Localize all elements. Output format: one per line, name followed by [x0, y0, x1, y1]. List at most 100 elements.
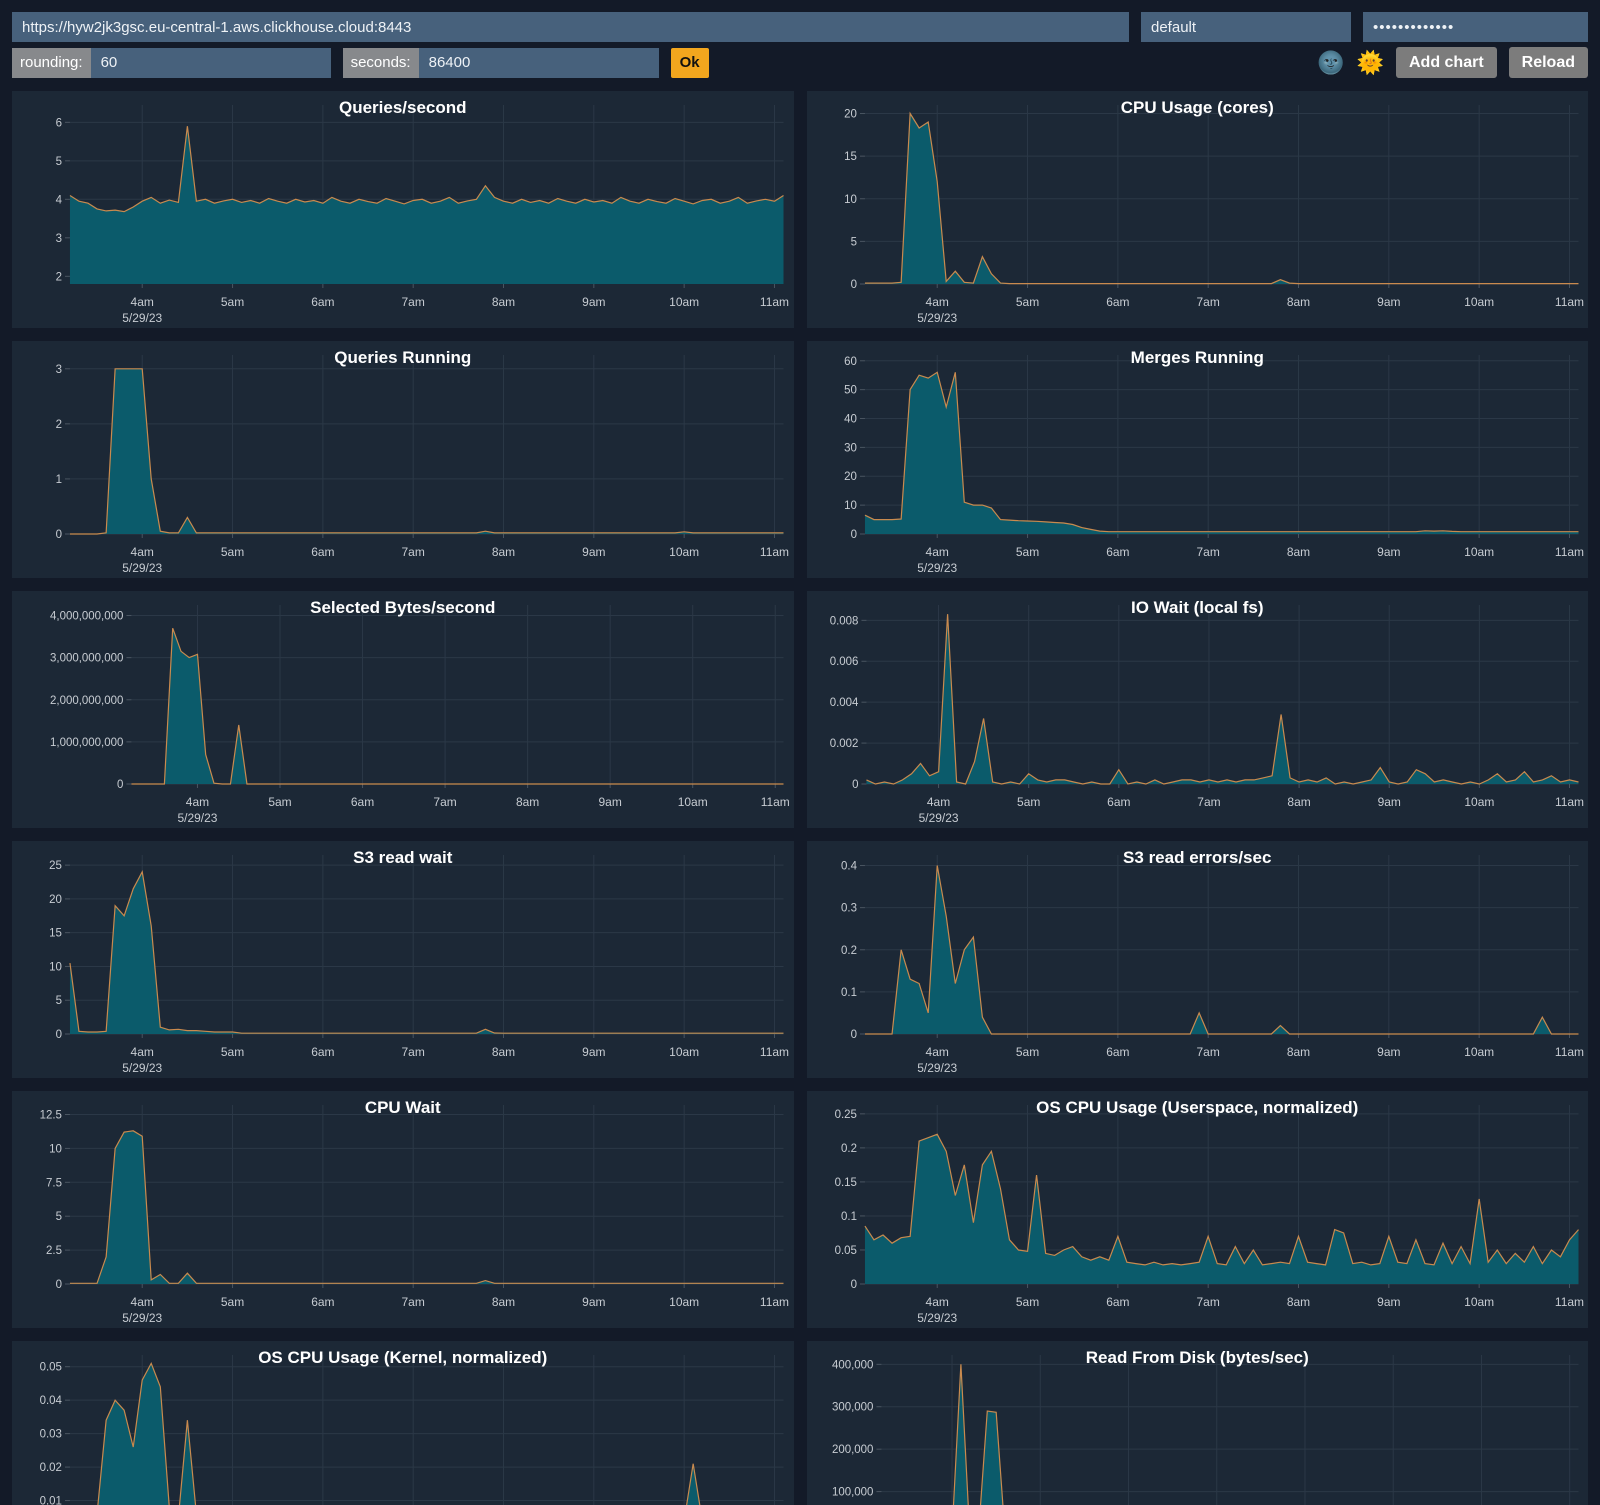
svg-text:11am: 11am — [761, 795, 790, 809]
svg-text:1: 1 — [56, 474, 62, 486]
svg-text:4am: 4am — [925, 545, 948, 559]
svg-text:8am: 8am — [492, 1045, 515, 1059]
chart-canvas[interactable]: 0 5 10 15 20 4am 5/29/23 5am 6am 7am 8am 9am 10am 11a… — [807, 91, 1589, 328]
svg-text:0: 0 — [56, 1279, 62, 1291]
svg-text:8am: 8am — [1286, 295, 1309, 309]
svg-text:5am: 5am — [268, 795, 291, 809]
chart-canvas[interactable]: 0 1,000,000,000 2,000,000,000 3,000,000,000… — [12, 591, 794, 828]
chart-panel: Read From Disk (bytes/sec) 0100,000200,0… — [806, 1341, 1589, 1505]
svg-text:11am: 11am — [1554, 1295, 1583, 1309]
svg-text:8am: 8am — [1286, 545, 1309, 559]
chart-panel: CPU Usage (cores) 0 5 10 15 20 4am 5/29/23 5am 6… — [806, 91, 1589, 328]
svg-text:5am: 5am — [221, 295, 244, 309]
svg-text:4,000,000,000: 4,000,000,000 — [50, 611, 123, 623]
svg-text:6am: 6am — [311, 545, 334, 559]
svg-text:0.01: 0.01 — [40, 1496, 62, 1505]
svg-text:5am: 5am — [1015, 1295, 1038, 1309]
svg-text:6am: 6am — [1106, 1045, 1129, 1059]
chart-canvas[interactable]: 0100,000200,000300,000400,0004am5/29/235… — [807, 1341, 1589, 1505]
svg-text:5: 5 — [56, 156, 62, 168]
svg-text:9am: 9am — [599, 795, 622, 809]
svg-text:4am: 4am — [131, 545, 154, 559]
svg-text:50: 50 — [844, 385, 857, 397]
svg-text:0.04: 0.04 — [40, 1395, 63, 1407]
svg-text:5am: 5am — [221, 545, 244, 559]
svg-text:0: 0 — [850, 1029, 856, 1041]
ok-button[interactable]: Ok — [670, 47, 709, 78]
svg-text:6am: 6am — [351, 795, 374, 809]
chart-panel: OS CPU Usage (Userspace, normalized) 0 0.… — [806, 1091, 1589, 1328]
svg-text:5am: 5am — [221, 1045, 244, 1059]
light-theme-icon[interactable]: 🌞 — [1356, 49, 1384, 75]
svg-text:0.3: 0.3 — [841, 903, 857, 915]
svg-text:0.4: 0.4 — [841, 861, 858, 873]
svg-text:5: 5 — [56, 995, 62, 1007]
svg-text:7am: 7am — [402, 1295, 425, 1309]
svg-text:11am: 11am — [760, 545, 789, 559]
add-chart-button[interactable]: Add chart — [1395, 47, 1497, 78]
chart-canvas[interactable]: 0 5 10 15 20 25 4am 5/29/23 5am 6am 7am 8am 9am 10am 1… — [12, 841, 794, 1078]
svg-text:5/29/23: 5/29/23 — [177, 811, 217, 825]
svg-text:0.03: 0.03 — [40, 1429, 62, 1441]
svg-text:10am: 10am — [669, 295, 699, 309]
svg-text:200,000: 200,000 — [831, 1444, 873, 1456]
svg-text:300,000: 300,000 — [831, 1402, 873, 1414]
svg-text:5am: 5am — [1017, 795, 1040, 809]
chart-canvas[interactable]: 0 1 2 3 4am 5/29/23 5am 6am 7am 8am 9am 10am 11am — [12, 341, 794, 578]
svg-text:10am: 10am — [669, 1295, 699, 1309]
svg-text:20: 20 — [844, 109, 857, 121]
chart-canvas[interactable]: 0 0.1 0.2 0.3 0.4 4am 5/29/23 5am 6am 7am 8am 9am 10… — [807, 841, 1589, 1078]
chart-panel: Merges Running 0 10 20 30 40 50 60 4am 5/29/23 5a… — [806, 341, 1589, 578]
chart-canvas[interactable]: 0 2.5 5 7.5 10 12.5 4am 5/29/23 5am 6am 7am 8am 9am 1… — [12, 1091, 794, 1328]
password-input[interactable] — [1363, 12, 1588, 42]
svg-text:10am: 10am — [1464, 1295, 1494, 1309]
svg-text:0: 0 — [850, 279, 856, 291]
chart-canvas[interactable]: 0 10 20 30 40 50 60 4am 5/29/23 5am 6am 7am 8am 9am 10… — [807, 341, 1589, 578]
svg-text:5: 5 — [850, 236, 856, 248]
url-input[interactable] — [12, 12, 1129, 42]
chart-canvas[interactable]: 0 0.05 0.1 0.15 0.2 0.25 4am 5/29/23 5am 6am 7am 8a… — [807, 1091, 1589, 1328]
chart-canvas[interactable]: 2 3 4 5 6 4am 5/29/23 5am 6am 7am 8am 9am 10am 11am — [12, 91, 794, 328]
svg-text:0.02: 0.02 — [40, 1462, 62, 1474]
svg-text:7am: 7am — [1197, 795, 1220, 809]
charts-grid: Queries/second 2 3 4 5 6 4am 5/29/23 5am 6am 7am 8… — [12, 91, 1588, 1505]
svg-text:5/29/23: 5/29/23 — [918, 811, 958, 825]
svg-text:9am: 9am — [1377, 545, 1400, 559]
svg-text:0: 0 — [117, 779, 123, 791]
seconds-input[interactable] — [418, 47, 659, 78]
svg-text:10am: 10am — [678, 795, 708, 809]
dark-theme-icon[interactable]: 🌚 — [1317, 49, 1345, 75]
reload-button[interactable]: Reload — [1508, 47, 1588, 78]
svg-text:6am: 6am — [1106, 545, 1129, 559]
svg-text:9am: 9am — [1377, 1295, 1400, 1309]
svg-text:10: 10 — [844, 500, 857, 512]
svg-text:0.15: 0.15 — [834, 1177, 856, 1189]
chart-canvas[interactable]: 00.010.020.030.040.054am5/29/235am6am7am… — [12, 1341, 794, 1505]
svg-text:10am: 10am — [669, 545, 699, 559]
svg-text:10: 10 — [844, 194, 857, 206]
svg-text:11am: 11am — [760, 295, 789, 309]
svg-text:0.2: 0.2 — [841, 945, 857, 957]
user-input[interactable] — [1141, 12, 1351, 42]
svg-text:8am: 8am — [1286, 1045, 1309, 1059]
svg-text:5/29/23: 5/29/23 — [917, 1061, 957, 1075]
svg-text:6am: 6am — [1106, 1295, 1129, 1309]
svg-text:4am: 4am — [925, 1295, 948, 1309]
svg-text:6am: 6am — [311, 1045, 334, 1059]
rounding-input[interactable] — [90, 47, 331, 78]
svg-text:5am: 5am — [1015, 295, 1038, 309]
svg-text:1,000,000,000: 1,000,000,000 — [50, 737, 123, 749]
svg-text:20: 20 — [844, 471, 857, 483]
svg-text:11am: 11am — [1554, 795, 1583, 809]
svg-text:9am: 9am — [582, 545, 605, 559]
connection-bar — [12, 12, 1588, 42]
svg-text:8am: 8am — [492, 295, 515, 309]
svg-text:0.006: 0.006 — [829, 656, 858, 668]
svg-text:0: 0 — [850, 529, 856, 541]
svg-text:2: 2 — [56, 271, 62, 283]
svg-text:9am: 9am — [582, 1045, 605, 1059]
svg-text:4am: 4am — [925, 1045, 948, 1059]
chart-panel: S3 read errors/sec 0 0.1 0.2 0.3 0.4 4am 5/29/… — [806, 841, 1589, 1078]
chart-canvas[interactable]: 0 0.002 0.004 0.006 0.008 4am 5/29/23 5am 6am 7am… — [807, 591, 1589, 828]
